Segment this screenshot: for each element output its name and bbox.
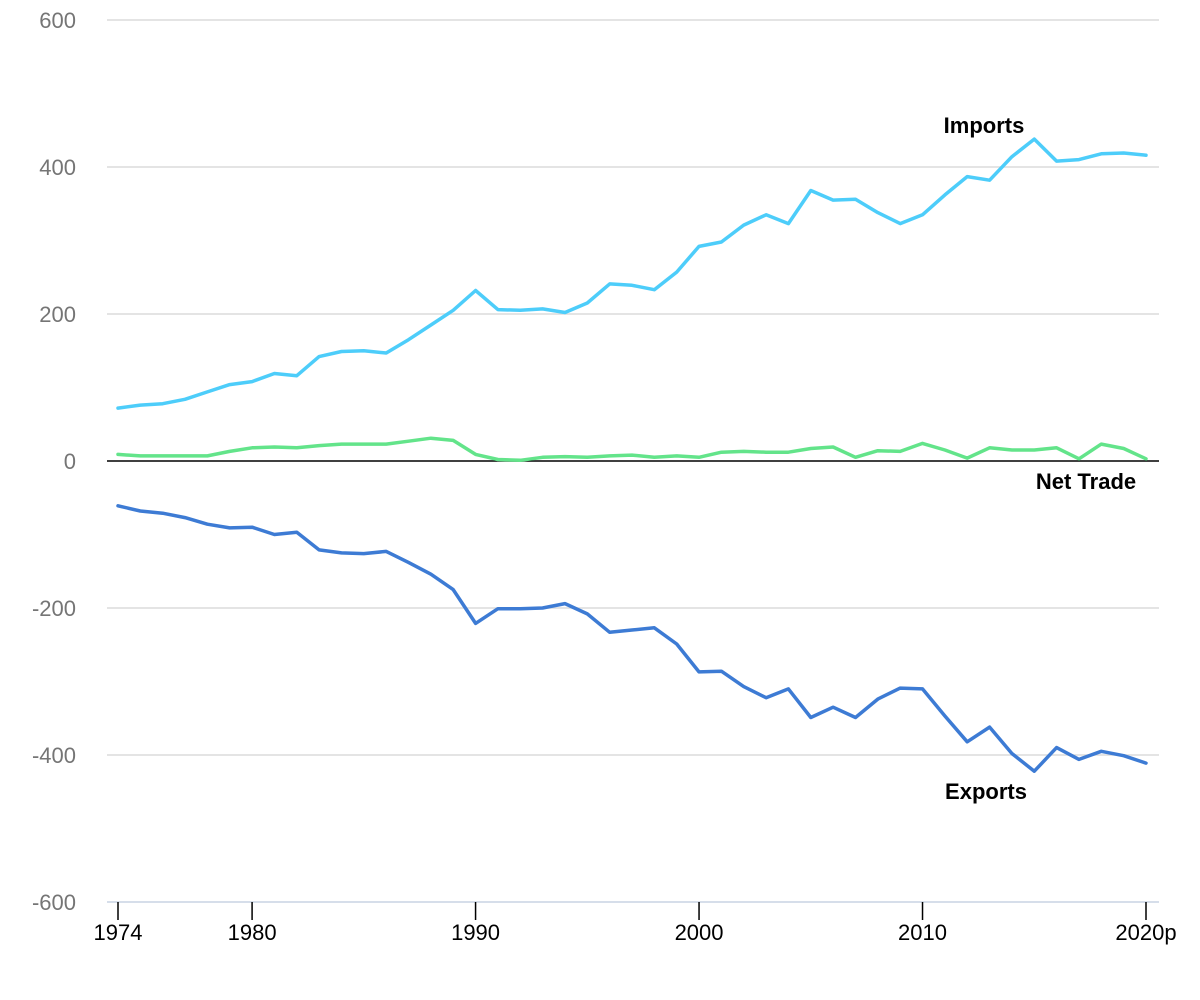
y-axis-tick-labels: 600 400 200 0 -200 -400 -600 xyxy=(32,8,76,915)
net-trade-series-label: Net Trade xyxy=(1036,469,1136,494)
gridlines xyxy=(107,19,1159,756)
x-tick-label: 1974 xyxy=(94,920,143,945)
y-tick-label: -200 xyxy=(32,596,76,621)
net-trade-line xyxy=(116,436,1148,463)
y-tick-label: 0 xyxy=(64,449,76,474)
x-axis: 1974 1980 1990 2000 2010 2020p xyxy=(94,901,1177,945)
y-tick-label: -600 xyxy=(32,890,76,915)
exports-series-label: Exports xyxy=(945,779,1027,804)
exports-line xyxy=(116,504,1148,773)
imports-line xyxy=(116,137,1148,410)
x-tick-label: 2000 xyxy=(675,920,724,945)
series-lines xyxy=(116,137,1148,773)
x-tick-label: 1990 xyxy=(451,920,500,945)
y-tick-label: -400 xyxy=(32,743,76,768)
y-tick-label: 200 xyxy=(39,302,76,327)
x-tick-label: 1980 xyxy=(228,920,277,945)
x-tick-label: 2020p xyxy=(1115,920,1176,945)
x-tick-label: 2010 xyxy=(898,920,947,945)
y-tick-label: 400 xyxy=(39,155,76,180)
y-tick-label: 600 xyxy=(39,8,76,33)
series-labels: Imports Net Trade Exports xyxy=(944,113,1136,804)
imports-series-label: Imports xyxy=(944,113,1025,138)
